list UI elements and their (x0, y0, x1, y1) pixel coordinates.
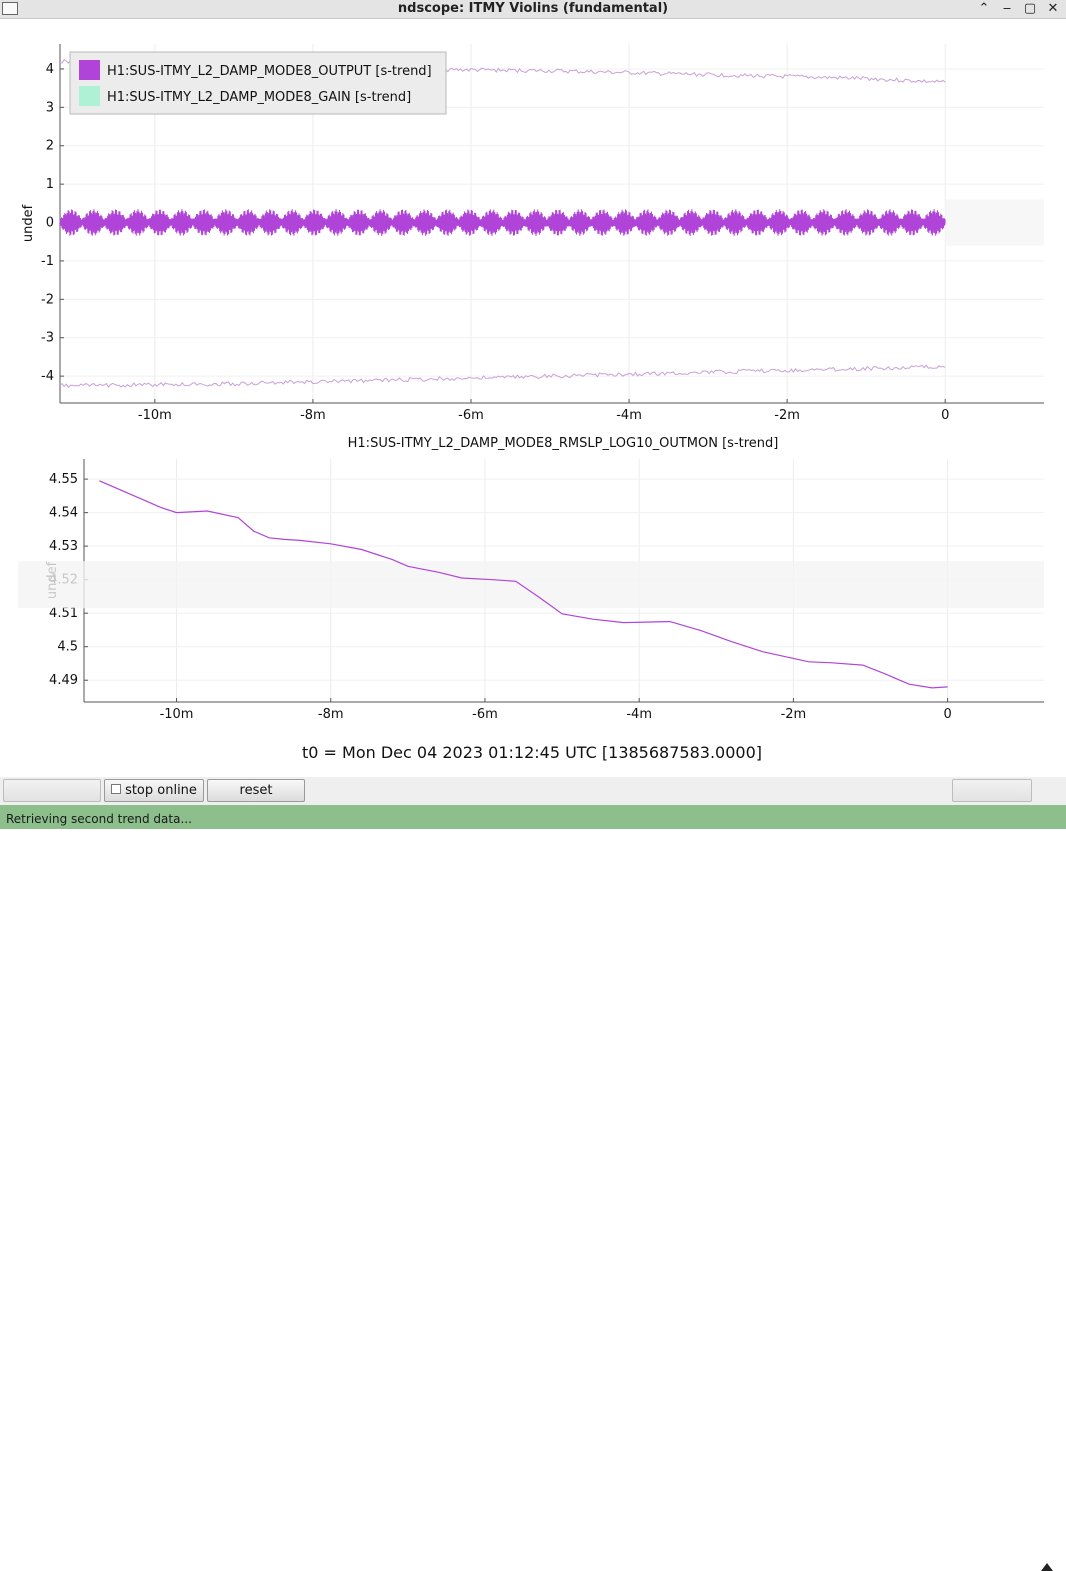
x-tick-label: -6m (472, 707, 498, 722)
time-origin-label: t0 = Mon Dec 04 2023 01:12:45 UTC [13856… (302, 743, 762, 762)
plot-title: H1:SUS-ITMY_L2_DAMP_MODE8_RMSLP_LOG10_OU… (348, 436, 779, 451)
window-title: ndscope: ITMY Violins (fundamental) (397, 1, 669, 16)
x-tick-label: -4m (616, 408, 642, 423)
x-tick-label: -4m (626, 707, 652, 722)
y-tick-label: 3 (46, 100, 54, 115)
x-tick-label: -8m (318, 707, 344, 722)
y-tick-label: 4.54 (49, 506, 78, 521)
y-tick-label: -1 (41, 254, 54, 269)
app-icon (2, 2, 18, 15)
y-tick-label: 4.55 (49, 472, 78, 487)
x-tick-label: 0 (943, 707, 951, 722)
x-tick-label: 0 (941, 408, 949, 423)
status-text: Retrieving second trend data... (6, 812, 192, 826)
legend-label-output: H1:SUS-ITMY_L2_DAMP_MODE8_OUTPUT [s-tren… (107, 64, 432, 79)
disabled-button (3, 779, 101, 802)
disabled-button-right (952, 779, 1032, 802)
expand-up-icon[interactable] (1041, 1563, 1053, 1571)
y-tick-label: 2 (46, 139, 54, 154)
gain-lower-trace (59, 364, 946, 389)
minimize-icon[interactable]: ‒ (1002, 1, 1012, 16)
checkbox-icon[interactable] (111, 784, 122, 794)
legend-swatch-output (79, 60, 100, 80)
x-tick-label: -6m (458, 408, 484, 423)
y-tick-label: 4.53 (49, 539, 78, 554)
maximize-icon[interactable]: ▢ (1023, 1, 1037, 16)
x-tick-label: -2m (781, 707, 807, 722)
status-bar: Retrieving second trend data... (0, 805, 1066, 829)
rms-trace (99, 480, 948, 689)
legend-label-gain: H1:SUS-ITMY_L2_DAMP_MODE8_GAIN [s-trend] (107, 90, 411, 105)
y-tick-label: -2 (41, 292, 54, 307)
y-tick-label: 0 (46, 216, 54, 231)
x-tick-label: -10m (160, 707, 194, 722)
highlight-band (18, 561, 1044, 609)
plot-area[interactable]: -10m -8m -6m -4m -2m 0 4 3 2 1 0 -1 -2 -3 -4 undef H1:SU… (0, 19, 1066, 776)
title-bar: ndscope: ITMY Violins (fundamental) ⌃ ‒ … (0, 0, 1066, 19)
x-tick-label: -2m (774, 408, 800, 423)
x-tick-label: -10m (138, 408, 172, 423)
y-tick-label: 4.5 (57, 640, 78, 655)
y-tick-label: -4 (41, 369, 54, 384)
y-tick-label: 4.51 (49, 606, 78, 621)
output-trace (59, 209, 946, 237)
reset-button[interactable]: reset (207, 779, 305, 802)
y-tick-label: 4 (46, 62, 54, 77)
keep-above-icon[interactable]: ⌃ (978, 1, 990, 16)
toolbar: stop online reset (0, 777, 1066, 1571)
legend: H1:SUS-ITMY_L2_DAMP_MODE8_OUTPUT [s-tren… (69, 51, 447, 115)
stop-online-button[interactable]: stop online (104, 779, 204, 802)
legend-swatch-gain (79, 86, 100, 106)
y-tick-label: 4.49 (49, 673, 78, 688)
legend-box (69, 51, 447, 115)
y-tick-label: -3 (41, 331, 54, 346)
close-icon[interactable]: ✕ (1047, 1, 1059, 16)
y-tick-label: 1 (46, 177, 54, 192)
x-tick-label: -8m (300, 408, 326, 423)
highlight-band (945, 199, 1044, 246)
stop-online-label: stop online (125, 783, 197, 798)
y-axis-label: undef (21, 204, 36, 242)
